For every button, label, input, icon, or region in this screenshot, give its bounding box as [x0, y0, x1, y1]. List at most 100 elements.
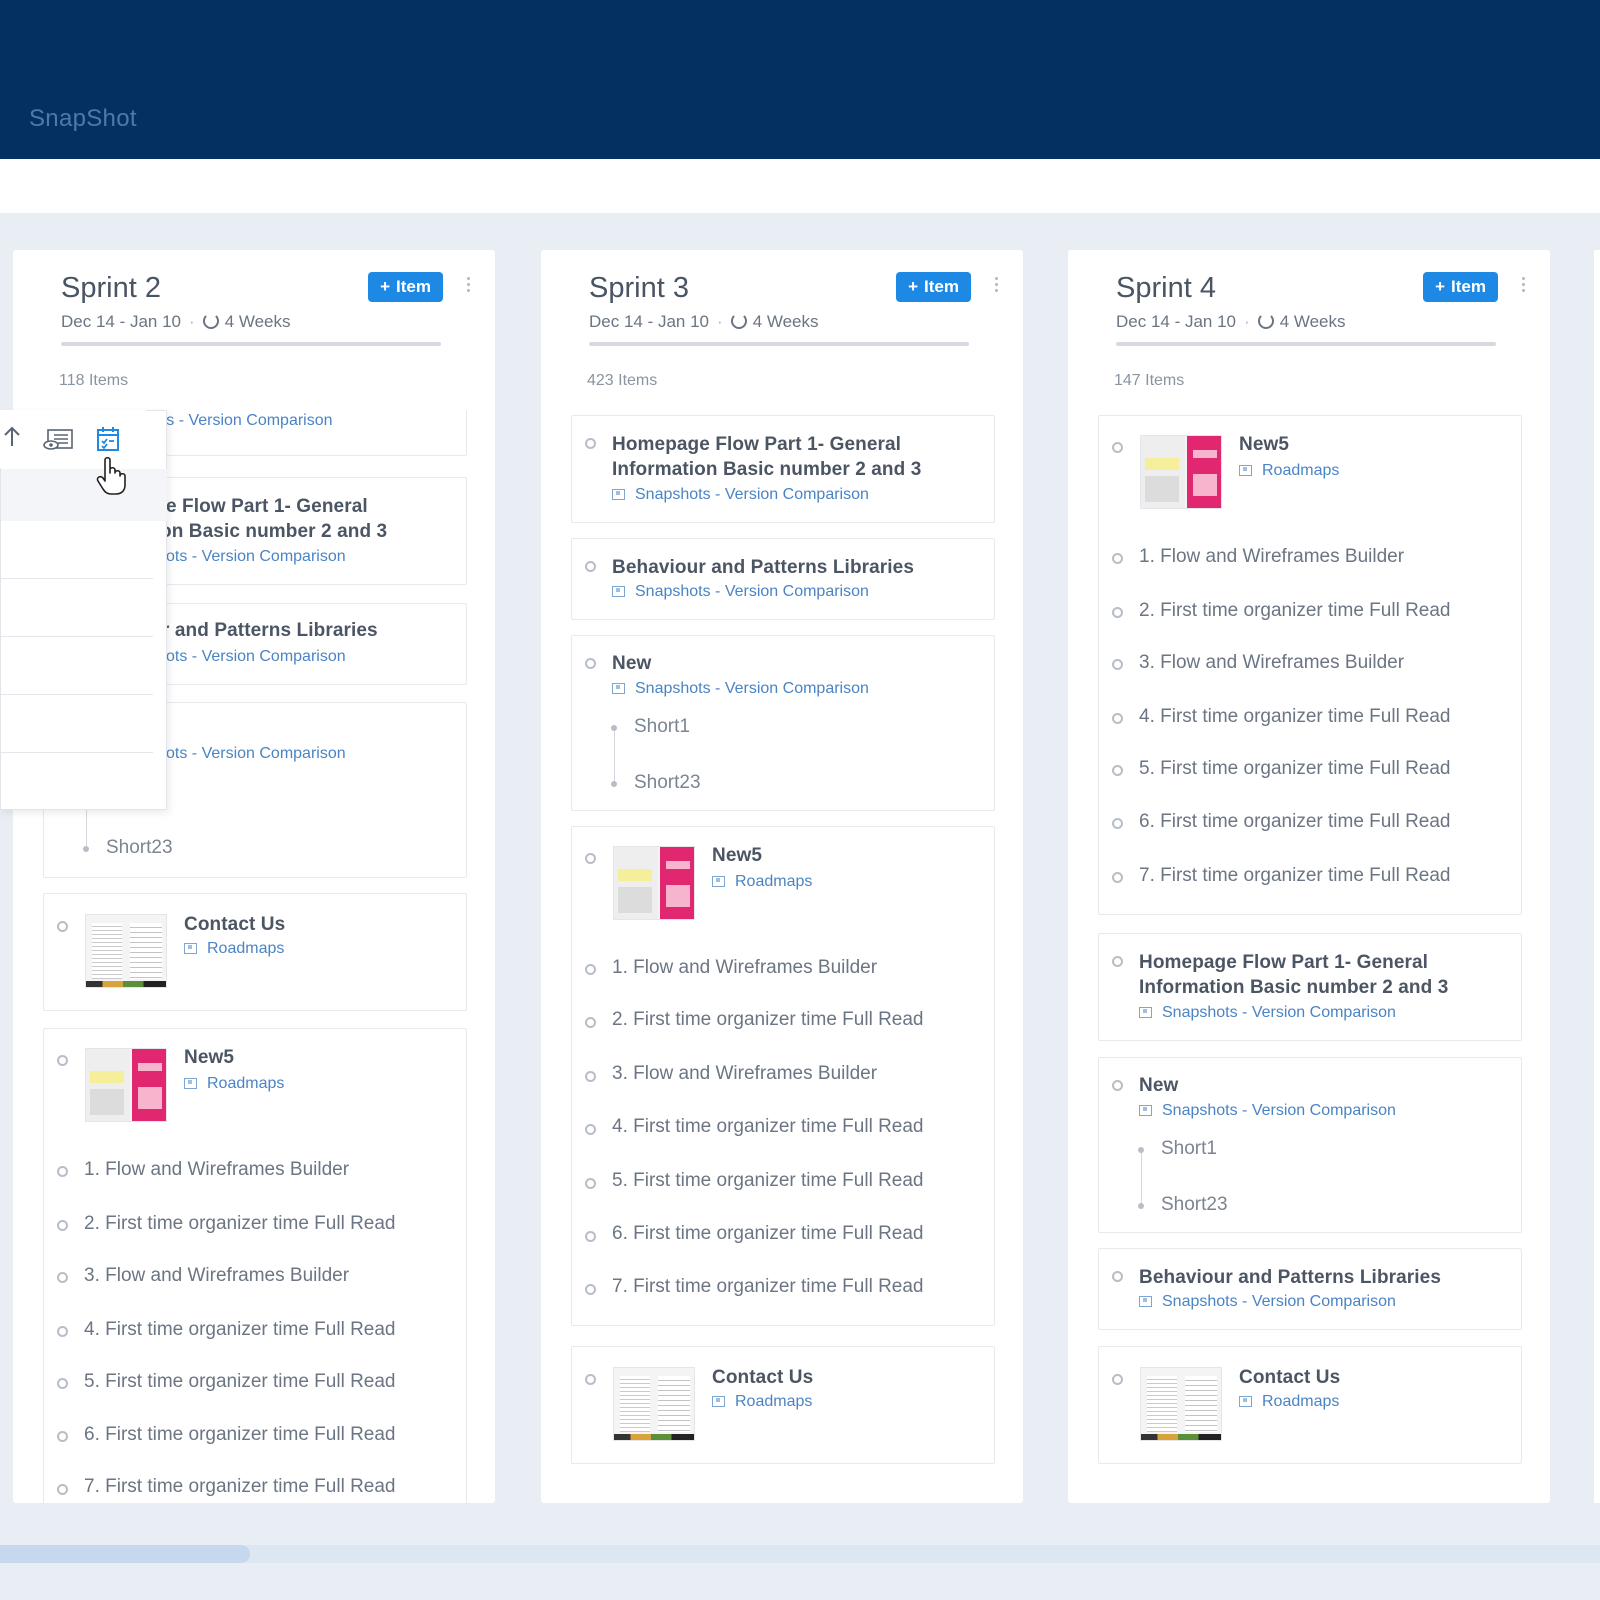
popup-row-highlighted[interactable] [1, 469, 167, 521]
card-subtitle[interactable]: ots - Version Comparison [166, 648, 346, 665]
task-radio[interactable] [57, 1220, 68, 1231]
more-options-icon[interactable] [1518, 274, 1528, 300]
task-radio[interactable] [57, 1166, 68, 1177]
add-item-button[interactable]: + Item [368, 272, 443, 302]
task-radio[interactable] [585, 964, 596, 975]
task-radio[interactable] [57, 1431, 68, 1442]
task-item[interactable]: 3. Flow and Wireframes Builder [1139, 652, 1405, 673]
task-radio[interactable] [585, 1071, 596, 1082]
item-status-radio[interactable] [585, 561, 596, 572]
item-status-radio[interactable] [1112, 1374, 1123, 1385]
task-radio[interactable] [585, 1017, 596, 1028]
arrow-up-icon[interactable] [2, 424, 22, 448]
task-item[interactable]: 4. First time organizer time Full Read [1139, 706, 1451, 727]
item-card[interactable]: Homepage Flow Part 1- General Informatio… [1098, 933, 1522, 1041]
task-item[interactable]: 3. Flow and Wireframes Builder [84, 1265, 350, 1286]
preview-list-icon[interactable] [42, 428, 74, 452]
item-card[interactable]: New5 Roadmaps 1. Flow and Wireframes Bui… [1098, 415, 1522, 915]
item-card[interactable]: Contact Us Roadmaps [43, 893, 467, 1011]
add-item-button[interactable]: + Item [896, 272, 971, 302]
card-subtitle[interactable]: Roadmaps [712, 873, 812, 891]
item-status-radio[interactable] [585, 438, 596, 449]
task-item[interactable]: 7. First time organizer time Full Read [612, 1276, 924, 1297]
task-item[interactable]: 2. First time organizer time Full Read [84, 1213, 396, 1234]
task-radio[interactable] [585, 1231, 596, 1242]
card-subtitle[interactable]: Snapshots - Version Comparison [1139, 1102, 1396, 1120]
task-item[interactable]: 6. First time organizer time Full Read [84, 1424, 396, 1445]
task-item[interactable]: 4. First time organizer time Full Read [84, 1319, 396, 1340]
task-radio[interactable] [57, 1378, 68, 1389]
card-subtitle[interactable]: Snapshots - Version Comparison [1139, 1293, 1396, 1311]
task-item[interactable]: 2. First time organizer time Full Read [1139, 600, 1451, 621]
task-item[interactable]: 1. Flow and Wireframes Builder [84, 1159, 350, 1180]
item-card[interactable]: New Snapshots - Version Comparison Short… [571, 635, 995, 811]
item-status-radio[interactable] [1112, 442, 1123, 453]
card-subtitle[interactable]: Roadmaps [184, 940, 284, 958]
card-subtitle[interactable]: Roadmaps [1239, 1393, 1339, 1411]
subtask-label[interactable]: Short1 [634, 716, 690, 737]
item-card[interactable]: Contact Us Roadmaps [1098, 1346, 1522, 1464]
item-thumbnail[interactable] [85, 1048, 167, 1122]
task-radio[interactable] [57, 1484, 68, 1495]
task-item[interactable]: 4. First time organizer time Full Read [612, 1116, 924, 1137]
item-card[interactable]: Behaviour and Patterns Libraries Snapsho… [571, 538, 995, 620]
task-radio[interactable] [1112, 818, 1123, 829]
item-status-radio[interactable] [1112, 1080, 1123, 1091]
task-radio[interactable] [1112, 553, 1123, 564]
task-radio[interactable] [57, 1272, 68, 1283]
task-item[interactable]: 2. First time organizer time Full Read [612, 1009, 924, 1030]
task-item[interactable]: 7. First time organizer time Full Read [84, 1476, 396, 1497]
card-subtitle[interactable]: Snapshots - Version Comparison [612, 680, 869, 698]
card-subtitle[interactable]: Roadmaps [712, 1393, 812, 1411]
add-item-button[interactable]: + Item [1423, 272, 1498, 302]
item-thumbnail[interactable] [613, 846, 695, 920]
task-item[interactable]: 5. First time organizer time Full Read [612, 1170, 924, 1191]
item-status-radio[interactable] [1112, 956, 1123, 967]
item-thumbnail[interactable] [1140, 435, 1222, 509]
task-item[interactable]: 6. First time organizer time Full Read [1139, 811, 1451, 832]
task-item[interactable]: 5. First time organizer time Full Read [84, 1371, 396, 1392]
task-radio[interactable] [1112, 713, 1123, 724]
task-radio[interactable] [585, 1178, 596, 1189]
item-card[interactable]: Homepage Flow Part 1- General Informatio… [571, 415, 995, 523]
task-radio[interactable] [585, 1124, 596, 1135]
item-status-radio[interactable] [57, 921, 68, 932]
horizontal-scrollbar[interactable] [0, 1545, 1600, 1563]
card-subtitle[interactable]: ots - Version Comparison [166, 745, 346, 762]
item-thumbnail[interactable] [85, 914, 167, 988]
scrollbar-thumb[interactable] [0, 1545, 250, 1563]
more-options-icon[interactable] [463, 274, 473, 300]
item-status-radio[interactable] [57, 1055, 68, 1066]
subtask-label[interactable]: Short1 [1161, 1138, 1217, 1159]
item-status-radio[interactable] [585, 853, 596, 864]
subtask-label[interactable]: Short23 [634, 772, 701, 793]
task-radio[interactable] [1112, 872, 1123, 883]
task-item[interactable]: 6. First time organizer time Full Read [612, 1223, 924, 1244]
task-radio[interactable] [1112, 765, 1123, 776]
task-radio[interactable] [1112, 659, 1123, 670]
task-item[interactable]: 7. First time organizer time Full Read [1139, 865, 1451, 886]
card-subtitle[interactable]: Snapshots - Version Comparison [612, 486, 869, 504]
task-radio[interactable] [57, 1326, 68, 1337]
item-thumbnail[interactable] [613, 1367, 695, 1441]
card-subtitle[interactable]: ots - Version Comparison [166, 548, 346, 565]
card-subtitle[interactable]: Roadmaps [184, 1075, 284, 1093]
task-item[interactable]: 1. Flow and Wireframes Builder [1139, 546, 1405, 567]
task-item[interactable]: 1. Flow and Wireframes Builder [612, 957, 878, 978]
card-subtitle[interactable]: shots - Version Comparison [136, 412, 333, 429]
item-card[interactable]: New5 Roadmaps 1. Flow and Wireframes Bui… [43, 1028, 467, 1503]
item-status-radio[interactable] [1112, 1271, 1123, 1282]
task-radio[interactable] [1112, 607, 1123, 618]
item-card[interactable]: New Snapshots - Version Comparison Short… [1098, 1057, 1522, 1233]
task-item[interactable]: 5. First time organizer time Full Read [1139, 758, 1451, 779]
calendar-check-icon[interactable] [96, 426, 120, 452]
card-subtitle[interactable]: Snapshots - Version Comparison [1139, 1004, 1396, 1022]
task-item[interactable]: 3. Flow and Wireframes Builder [612, 1063, 878, 1084]
subtask-label[interactable]: Short23 [106, 837, 173, 858]
item-thumbnail[interactable] [1140, 1367, 1222, 1441]
more-options-icon[interactable] [991, 274, 1001, 300]
subtask-label[interactable]: Short23 [1161, 1194, 1228, 1215]
item-status-radio[interactable] [585, 1374, 596, 1385]
item-card[interactable]: New5 Roadmaps 1. Flow and Wireframes Bui… [571, 826, 995, 1326]
card-subtitle[interactable]: Roadmaps [1239, 462, 1339, 480]
